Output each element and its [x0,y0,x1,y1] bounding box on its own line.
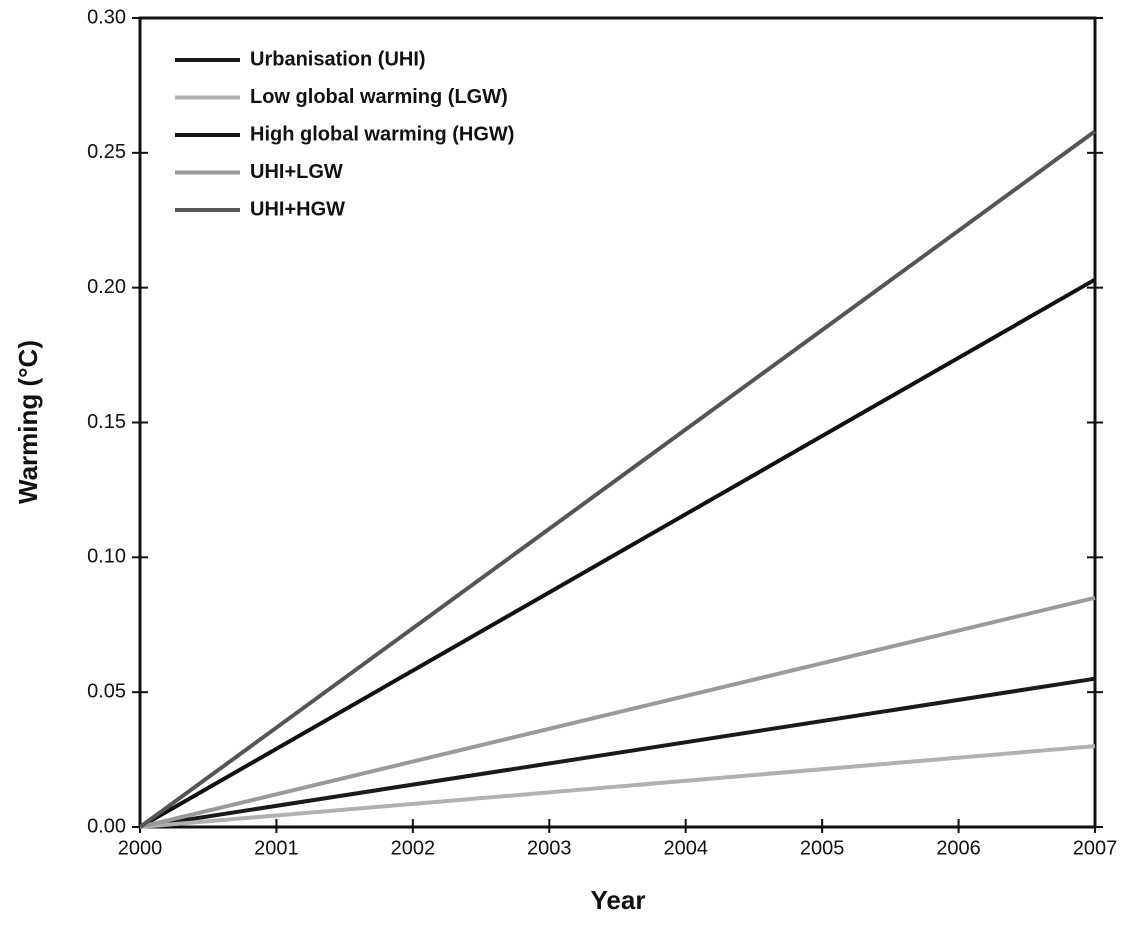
y-tick-label: 0.10 [87,546,126,568]
x-tick-label: 2003 [527,837,572,859]
x-tick-label: 2000 [118,837,163,859]
y-tick-label: 0.20 [87,276,126,298]
x-tick-label: 2006 [936,837,981,859]
y-tick-label: 0.30 [87,6,126,28]
x-tick-label: 2001 [254,837,299,859]
y-tick-label: 0.05 [87,680,126,702]
legend-label: Urbanisation (UHI) [250,48,426,70]
legend-label: UHI+HGW [250,198,345,220]
x-tick-label: 2005 [800,837,845,859]
y-tick-label: 0.00 [87,815,126,837]
series-line [139,595,1096,829]
y-tick-label: 0.25 [87,141,126,163]
series-line [139,277,1096,829]
series-line [139,676,1096,829]
legend-label: UHI+LGW [250,161,343,183]
series-line [138,129,1097,829]
series-line [139,744,1096,829]
legend-label: High global warming (HGW) [250,123,514,145]
y-axis-label: Warming (°C) [13,340,43,504]
y-tick-label: 0.15 [87,411,126,433]
x-tick-label: 2002 [391,837,436,859]
legend-label: Low global warming (LGW) [250,86,508,108]
x-tick-label: 2007 [1073,837,1118,859]
x-tick-label: 2004 [663,837,708,859]
x-axis-label: Year [591,885,646,915]
